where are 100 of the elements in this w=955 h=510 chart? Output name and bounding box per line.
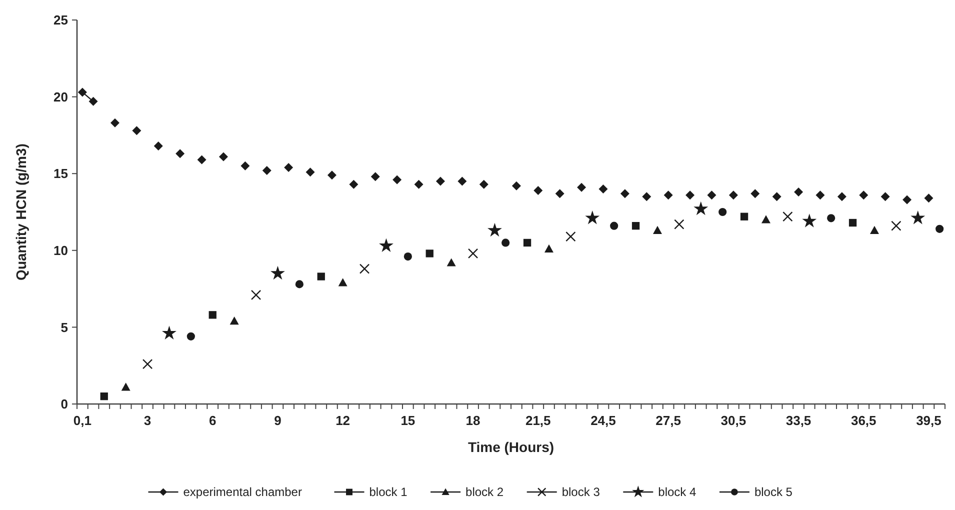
x-tick-label: 36,5 [850,413,876,428]
point [458,176,467,186]
point [761,215,770,224]
y-tick-label: 15 [54,166,68,182]
point [891,220,902,231]
point [837,192,846,202]
point [197,155,206,164]
point [88,96,98,106]
y-tick-label: 25 [54,12,68,28]
x-tick-label: 27,5 [656,413,681,428]
point [270,266,285,280]
point [488,222,502,237]
point [208,311,216,319]
x-tick-label: 3 [144,413,152,428]
point [652,226,662,234]
point [544,244,554,252]
point [870,226,879,234]
point [479,180,488,189]
point [750,189,760,198]
point [414,180,424,189]
point [121,382,130,391]
point [100,392,108,400]
x-tick-label: 18 [466,413,480,428]
point [404,252,412,261]
point [359,264,370,274]
point [512,181,521,190]
point [370,172,380,182]
point [740,212,748,220]
point [392,175,402,184]
point [426,250,434,258]
point [142,358,153,370]
point [718,208,727,216]
x-tick-label: 0,1 [73,413,92,428]
point [446,258,456,266]
point [664,190,673,200]
point [827,214,836,222]
point [924,194,934,203]
point [534,186,543,195]
point [772,192,782,202]
point [162,326,176,340]
point [632,222,640,230]
point [230,316,239,325]
point [936,224,944,233]
point [674,219,684,230]
point [782,212,793,222]
x-tick-label: 30,5 [720,413,746,428]
legend-label: block 3 [562,485,600,500]
point [110,118,120,128]
x-axis-title: Time (Hours) [468,439,554,455]
x-tick-label: 15 [400,413,416,428]
point [585,210,600,224]
point [379,238,394,252]
point [154,141,163,150]
point [816,190,825,200]
point [902,195,912,204]
point [502,238,510,247]
y-tick-label: 20 [54,89,68,104]
y-tick-label: 0 [60,396,68,412]
point [910,210,926,224]
y-axis-title: Quantity HCN (g/m3) [13,144,29,280]
point [306,168,315,177]
point [523,238,532,247]
point [349,180,358,189]
point [295,280,304,288]
x-tick-label: 39,5 [916,413,942,428]
point [728,190,738,200]
point [132,126,142,136]
x-tick-label: 6 [209,413,216,428]
point [218,152,228,162]
point [240,161,250,170]
point [176,149,185,158]
x-tick-label: 9 [274,413,282,428]
point [620,189,630,198]
point [610,222,618,230]
x-tick-label: 21,5 [525,413,551,428]
point [694,201,708,216]
point [566,231,576,242]
point [186,332,195,340]
point [262,166,272,176]
point [859,190,868,200]
point [327,170,336,180]
point [577,182,586,192]
y-tick-label: 5 [60,320,68,335]
point [880,192,890,202]
legend-label: block 5 [754,485,793,500]
point [794,188,804,197]
point [598,184,608,194]
point [555,189,564,198]
point [848,218,857,227]
point [686,190,695,200]
point [468,248,478,259]
x-tick-label: 33,5 [786,413,812,428]
x-tick-label: 12 [336,413,350,428]
x-tick-label: 24,5 [590,413,616,428]
point [250,290,262,300]
point [338,278,348,286]
point [802,214,817,228]
legend-label: block 1 [369,485,408,500]
point [78,88,87,97]
point [642,192,652,202]
